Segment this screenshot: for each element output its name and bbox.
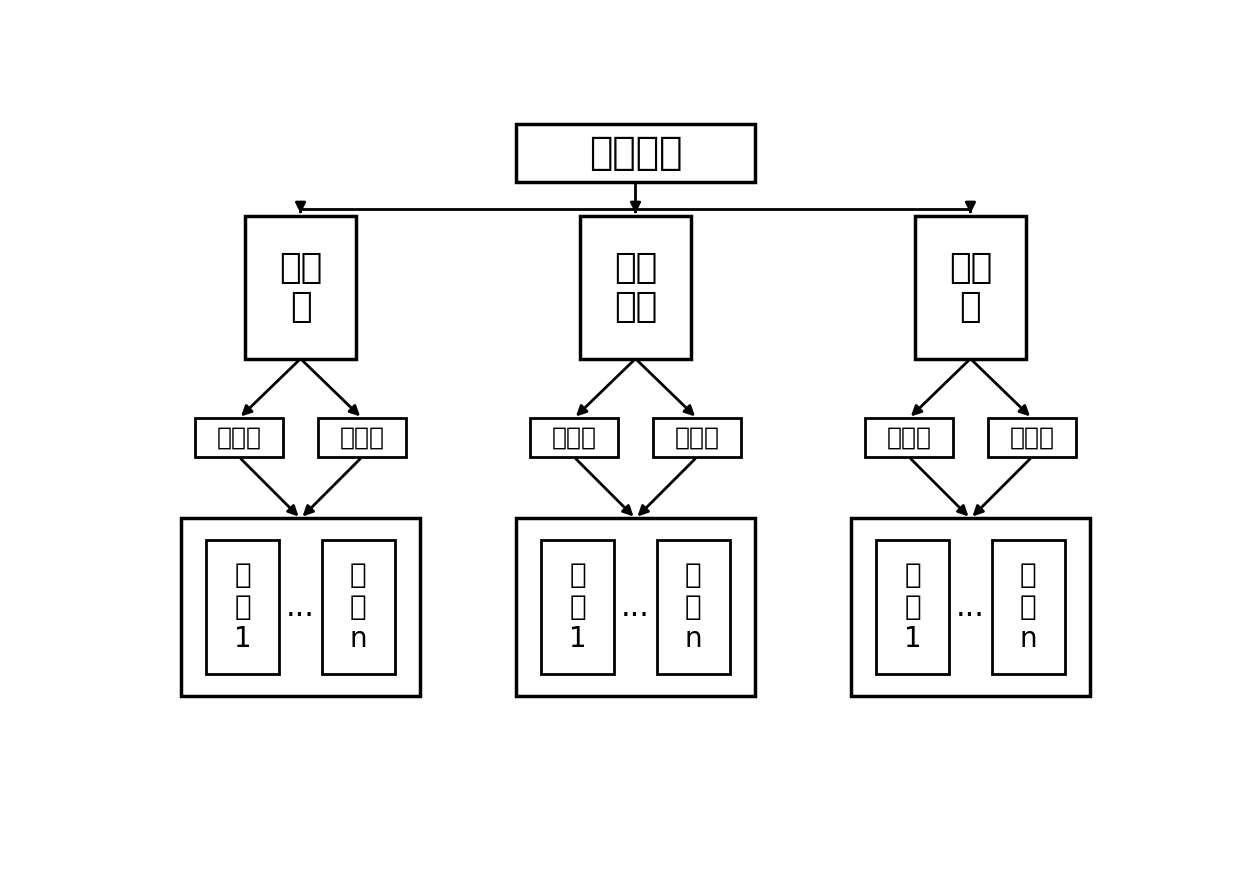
Text: 漏洞
维: 漏洞 维 — [949, 250, 992, 325]
Bar — [851, 519, 1090, 696]
Bar — [529, 418, 619, 457]
Text: 中间层: 中间层 — [675, 426, 719, 450]
Text: 中间层: 中间层 — [887, 426, 931, 450]
Bar — [321, 540, 394, 674]
Bar — [988, 418, 1076, 457]
Bar — [992, 540, 1065, 674]
Text: 指标体系: 指标体系 — [589, 134, 682, 172]
Text: 可靠
性维: 可靠 性维 — [614, 250, 657, 325]
Bar — [181, 519, 420, 696]
Bar — [195, 418, 283, 457]
Text: 指
标
n: 指 标 n — [684, 561, 702, 654]
Bar — [206, 540, 279, 674]
Bar — [541, 540, 614, 674]
Bar — [915, 216, 1027, 358]
Text: 中间层: 中间层 — [552, 426, 596, 450]
Text: 指
标
n: 指 标 n — [350, 561, 367, 654]
Bar — [317, 418, 407, 457]
Text: 中间层: 中间层 — [340, 426, 384, 450]
Text: 环境
维: 环境 维 — [279, 250, 322, 325]
Text: 指
标
1: 指 标 1 — [569, 561, 587, 654]
Text: ...: ... — [286, 593, 315, 621]
Text: ...: ... — [621, 593, 650, 621]
Bar — [657, 540, 730, 674]
Bar — [516, 519, 755, 696]
Text: ...: ... — [956, 593, 985, 621]
Bar — [864, 418, 954, 457]
Bar — [877, 540, 950, 674]
Bar — [244, 216, 356, 358]
Text: 指
标
n: 指 标 n — [1019, 561, 1037, 654]
Text: 指
标
1: 指 标 1 — [234, 561, 252, 654]
Bar — [579, 216, 692, 358]
Text: 指
标
1: 指 标 1 — [904, 561, 921, 654]
Text: 中间层: 中间层 — [217, 426, 262, 450]
Bar — [652, 418, 742, 457]
Text: 中间层: 中间层 — [1009, 426, 1054, 450]
Bar — [516, 124, 755, 181]
